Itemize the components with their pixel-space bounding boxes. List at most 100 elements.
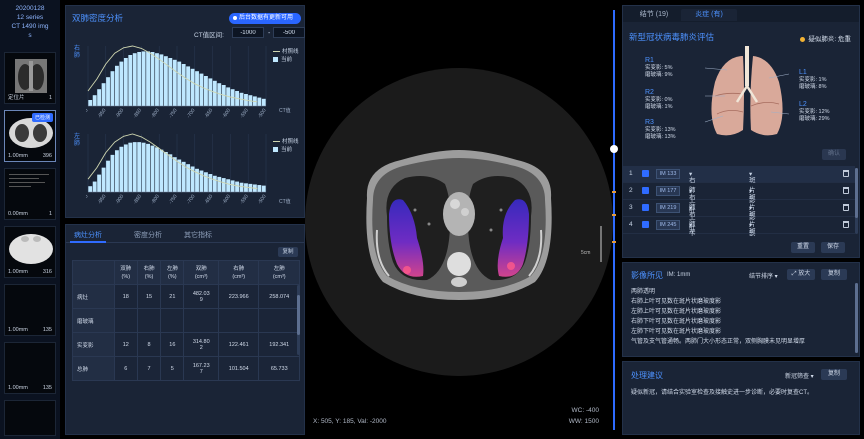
- histogram-bar: [261, 185, 266, 192]
- table-row: 磨玻璃: [72, 308, 300, 333]
- x-tick-label: -1000: [86, 108, 90, 122]
- table-cell: 总肺: [72, 356, 115, 381]
- table-header: 右肺 (cm³): [217, 260, 260, 285]
- ct-axis-label: CT值: [279, 199, 291, 205]
- confirm-button[interactable]: 确认: [822, 149, 846, 160]
- trash-icon[interactable]: [843, 221, 849, 228]
- study-date: 20200128: [15, 5, 45, 12]
- lesion-location[interactable]: 左肺下叶 ▾: [689, 222, 696, 235]
- tab-density-analysis[interactable]: 密度分析: [134, 232, 162, 239]
- slice-slider-track[interactable]: [613, 10, 615, 430]
- advice-mode-dropdown[interactable]: 新冠筛查 ▾: [785, 374, 814, 380]
- histogram-bar: [186, 164, 191, 192]
- tab-inflammation[interactable]: 炎症 (有): [681, 9, 737, 21]
- table-cell: 16: [160, 332, 185, 357]
- table-cell: [183, 308, 219, 333]
- lesion-row[interactable]: 3 IM 219 右肺下叶 ▾ 斑片影 ▾: [623, 200, 855, 236]
- update-available-button[interactable]: 后台数据有更新可用: [229, 13, 301, 24]
- histogram-bar: [212, 175, 217, 192]
- lesion-list-scrollbar[interactable]: [855, 168, 858, 234]
- lesion-index: 1: [629, 170, 633, 177]
- table-cell: 15: [136, 284, 162, 309]
- histogram-bar: [199, 170, 204, 192]
- lesion-row[interactable]: 4 IM 245 左肺下叶 ▾ 斑片影 ▾: [623, 217, 855, 235]
- lesion-location[interactable]: 右肺上叶 ▾: [689, 171, 696, 214]
- ct-range-max-input[interactable]: [273, 27, 305, 38]
- table-cell: 122.461: [217, 332, 260, 357]
- zoom-button[interactable]: ⤢ 放大: [787, 269, 815, 280]
- series-thumbnail[interactable]: 1.00mm 135: [4, 284, 56, 336]
- lesion-location[interactable]: 右肺上叶 ▾: [689, 188, 696, 231]
- panel-title: 双肺密度分析: [72, 13, 124, 23]
- trash-icon[interactable]: [843, 187, 849, 194]
- table-cell: [136, 308, 162, 333]
- x-tick-label: -900: [115, 108, 126, 120]
- lesion-type[interactable]: 斑片影 ▾: [749, 171, 756, 204]
- lesion-image-id[interactable]: IM 177: [656, 186, 680, 196]
- histogram-bar: [132, 142, 137, 192]
- lesion-checkbox[interactable]: [642, 187, 649, 194]
- histogram-bar: [92, 95, 97, 106]
- save-button[interactable]: 保存: [821, 242, 845, 253]
- thumb-label: 定位片: [8, 95, 25, 101]
- thumb-label: 1.00mm: [8, 153, 28, 159]
- histogram-bar: [150, 145, 155, 192]
- table-cell: 12: [113, 332, 138, 357]
- table-cell: 18: [113, 284, 138, 309]
- series-thumbnail[interactable]: 1.00mm 316: [4, 226, 56, 278]
- series-thumbnail[interactable]: 1.00mm 135: [4, 342, 56, 394]
- tab-other-metrics[interactable]: 其它指标: [184, 232, 212, 239]
- histogram-bar: [137, 142, 142, 192]
- sort-dropdown[interactable]: 结节排序 ▾: [749, 274, 778, 280]
- reset-button[interactable]: 重置: [791, 242, 815, 253]
- ct-viewport[interactable]: 5cm X: 505, Y: 185, Val: -2000 WC: -400 …: [305, 0, 617, 439]
- histogram-bar: [106, 160, 110, 192]
- current-bar-swatch: [273, 147, 278, 153]
- histogram-bar: [115, 150, 119, 192]
- lobe-l1: L1 实变影: 1% 磨玻璃: 8%: [799, 69, 827, 90]
- series-thumbnail[interactable]: 定位片 1: [4, 52, 56, 104]
- lesion-location[interactable]: 右肺下叶 ▾: [689, 205, 696, 236]
- advice-copy-button[interactable]: 复制: [821, 369, 847, 380]
- ct-range-min-input[interactable]: [232, 27, 264, 38]
- lesion-checkbox[interactable]: [642, 204, 649, 211]
- lesion-checkbox[interactable]: [642, 221, 649, 228]
- histogram-bar: [163, 151, 168, 192]
- table-scrollbar[interactable]: [297, 285, 300, 355]
- lesion-image-id[interactable]: IM 245: [656, 220, 680, 230]
- histogram-bar: [123, 58, 128, 106]
- findings-scrollbar[interactable]: [855, 283, 858, 353]
- table-header: 右肺 (%): [136, 260, 162, 285]
- series-thumbnail[interactable]: 0.00mm 1: [4, 168, 56, 220]
- x-tick-label: -750: [168, 194, 179, 206]
- series-thumbnail-selected[interactable]: 已检测 1.00mm 396: [4, 110, 56, 162]
- histogram-bar: [226, 179, 231, 192]
- lesion-checkbox[interactable]: [642, 170, 649, 177]
- series-thumbnail[interactable]: [4, 400, 56, 436]
- lesion-type[interactable]: 斑片影 ▾: [749, 205, 756, 236]
- histogram-bar: [168, 58, 173, 106]
- lesion-image-id[interactable]: IM 133: [656, 169, 680, 179]
- findings-title: 影像所见: [631, 271, 663, 280]
- lesion-type[interactable]: 斑片影 ▾: [749, 222, 756, 235]
- tab-lesion-analysis[interactable]: 病灶分析: [74, 232, 102, 239]
- slice-slider-handle[interactable]: [610, 145, 618, 153]
- trash-icon[interactable]: [843, 170, 849, 177]
- histogram-bar: [199, 73, 204, 106]
- x-tick-label: -700: [186, 108, 197, 120]
- x-tick-label: -900: [115, 194, 126, 206]
- chart-legend: 村照线 当前: [273, 138, 299, 154]
- findings-copy-button[interactable]: 复制: [821, 269, 847, 280]
- lesion-row[interactable]: 2 IM 177 右肺上叶 ▾ 斑片影 ▾: [623, 183, 855, 231]
- table-header: 左肺 (cm³): [258, 260, 300, 285]
- histogram-bar: [137, 52, 142, 106]
- lesion-row[interactable]: 1 IM 133 右肺上叶 ▾ 斑片影 ▾: [623, 166, 855, 214]
- tab-nodules[interactable]: 结节 (19): [639, 11, 669, 18]
- lesion-image-id[interactable]: IM 219: [656, 203, 680, 213]
- trash-icon[interactable]: [843, 204, 849, 211]
- table-header: 双肺 (cm³): [183, 260, 219, 285]
- histogram-bar: [88, 186, 93, 192]
- table-cell: [160, 308, 185, 333]
- lesion-type[interactable]: 斑片影 ▾: [749, 188, 756, 221]
- copy-button[interactable]: 复制: [278, 247, 298, 257]
